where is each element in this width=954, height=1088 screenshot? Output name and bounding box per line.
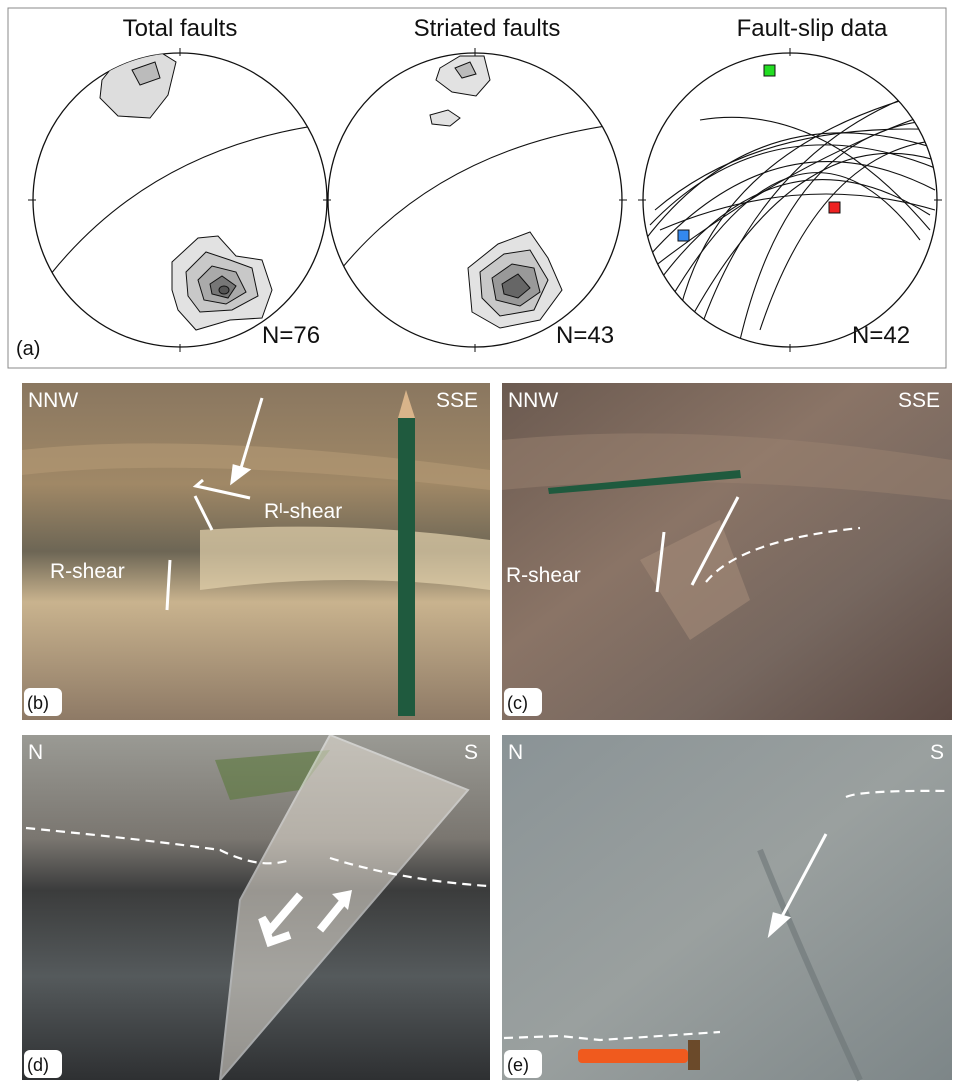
annotation: Rᴵ-shear	[264, 500, 342, 523]
direction-label: SSE	[436, 389, 478, 412]
direction-label: N	[28, 741, 43, 764]
panel-label: (d)	[27, 1055, 49, 1075]
direction-label: S	[464, 741, 478, 764]
stereonet-title: Striated faults	[414, 15, 561, 42]
panel-label: (b)	[27, 693, 49, 713]
stereonet-title: Fault-slip data	[737, 15, 888, 42]
photo-e: N S (e)	[502, 735, 952, 1080]
photo-c: R-shear NNW SSE (c)	[502, 383, 952, 720]
panel-label: (c)	[507, 693, 528, 713]
annotation: R-shear	[50, 560, 125, 583]
count-label: N=76	[262, 322, 320, 349]
direction-label: N	[508, 741, 523, 764]
annotation: R-shear	[506, 564, 581, 587]
direction-label: S	[930, 741, 944, 764]
figure: Total faults N=76 Striated faults N=43 F…	[0, 0, 954, 1088]
count-label: N=42	[852, 322, 910, 349]
photo-d: N S (d)	[22, 735, 490, 1080]
direction-label: NNW	[28, 389, 78, 412]
panel-label: (e)	[507, 1055, 529, 1075]
photo-b: Rᴵ-shear R-shear NNW SSE (b)	[22, 383, 490, 720]
direction-label: NNW	[508, 389, 558, 412]
count-label: N=43	[556, 322, 614, 349]
direction-label: SSE	[898, 389, 940, 412]
stereonet-title: Total faults	[123, 15, 238, 42]
panel-label: (a)	[16, 338, 40, 360]
